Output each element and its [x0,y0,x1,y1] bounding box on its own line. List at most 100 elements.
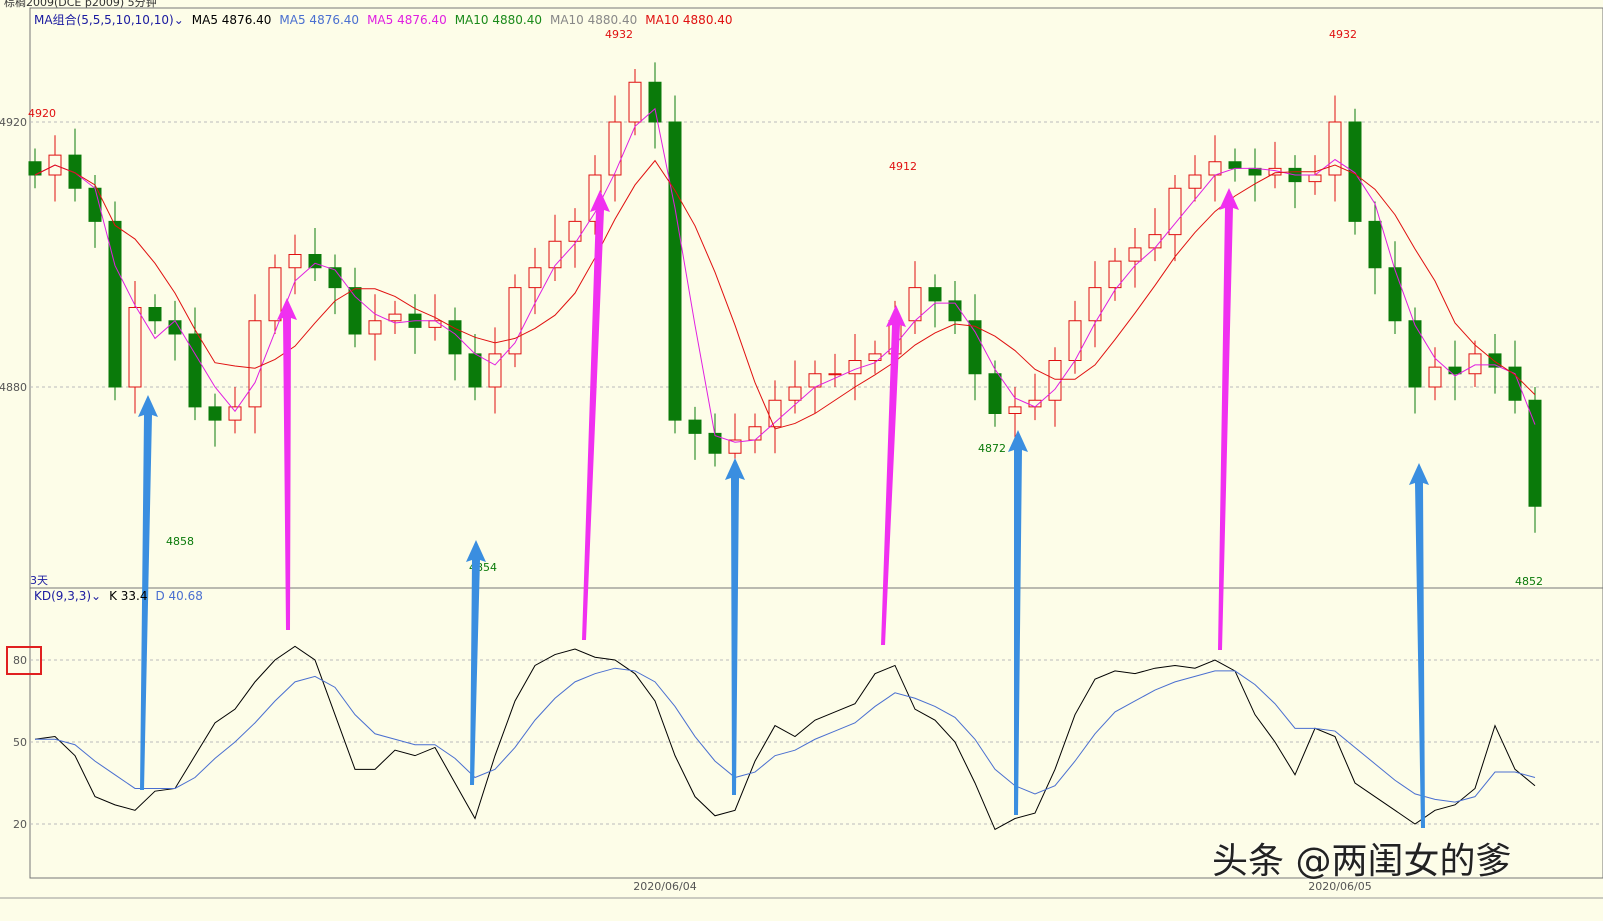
annotation-arrow [1218,188,1239,650]
d-value: D 40.68 [155,589,203,603]
price-annotation: 4932 [605,28,633,41]
annotation-arrow [277,298,297,630]
candle-body [1048,360,1062,401]
days-label: 3天 [30,574,48,587]
candle-body [548,240,562,269]
ma-value: MA5 4876.40 [367,13,447,27]
candle-body [508,287,522,355]
ma-value: MA10 4880.40 [454,13,542,27]
ma-value: MA10 4880.40 [645,13,733,27]
candle-body [1468,353,1482,375]
candle-body [308,254,322,269]
ma-value: MA5 4876.40 [191,13,272,27]
price-tick-label: 4920 [0,116,27,129]
candle-body [1128,247,1142,262]
candle-body [108,220,122,388]
d-line [35,667,1536,803]
candle-body [348,287,362,335]
candle-body [188,333,202,408]
candle-body [1188,174,1202,189]
kd-legend: KD(9,3,3)⌄ K 33.4 D 40.68 [34,589,211,603]
candle-body [988,373,1002,414]
candle-body [568,220,582,242]
annotation-arrow [881,305,906,645]
candle-body [828,373,842,376]
candle-body [1368,220,1382,269]
candle-body [928,287,942,302]
kd-tick-label: 20 [13,818,27,831]
candle-body [68,154,82,189]
x-tick-label: 2020/06/04 [633,880,696,893]
candle-body [1108,260,1122,289]
ma-legend: MA组合(5,5,5,10,10,10)⌄ MA5 4876.40 MA5 4876… [34,11,741,28]
candle-body [1508,366,1522,401]
candle-body [528,267,542,289]
candle-body [368,320,382,335]
candle-body [148,307,162,322]
annotation-arrow [1409,463,1429,828]
chart-title[interactable]: 棕榈2009(DCE p2009) 5分钟 [4,0,157,9]
candle-body [1248,167,1262,176]
candle-body [208,406,222,421]
price-annotation: 4858 [166,535,194,548]
ma-combo-selector[interactable]: MA组合(5,5,5,10,10,10)⌄ [34,13,184,27]
candle-body [1408,320,1422,388]
candle-body [468,353,482,388]
candle-body [1068,320,1082,361]
candle-body [968,320,982,375]
candle-body [1148,234,1162,249]
kd-selector[interactable]: KD(9,3,3)⌄ [34,589,102,603]
candle-body [668,121,682,421]
plot-frame [29,7,1603,879]
price-tick-label: 4880 [0,381,27,394]
candle-body [688,419,702,434]
annotation-arrow [466,540,486,785]
candle-body [728,439,742,454]
watermark: 头条 @两闺女的爹 [1212,841,1512,882]
candle-body [1208,161,1222,176]
annotation-arrow [1008,430,1028,815]
candle-body [448,320,462,355]
candle-body [1528,399,1542,507]
k-value: K 33.4 [109,589,148,603]
candle-body [1308,174,1322,183]
annotation-arrow [725,458,745,795]
candle-body [288,254,302,269]
candle-body [948,300,962,322]
candle-body [1088,287,1102,322]
candle-body [708,432,722,454]
candle-body [1428,366,1442,388]
candle-body [248,320,262,408]
candle-body [748,426,762,441]
candle-body [788,386,802,401]
candle-body [648,81,662,123]
annotation-arrow [138,395,158,790]
price-annotation: 4932 [1329,28,1357,41]
candle-body [488,353,502,388]
candle-body [388,313,402,322]
candle-body [908,287,922,322]
candle-body [1008,406,1022,414]
highlight-box [6,646,42,675]
price-annotation: 4912 [889,160,917,173]
annotation-arrow [582,190,610,640]
candle-body [1228,161,1242,169]
ma-value: MA10 4880.40 [549,13,638,27]
x-tick-label: 2020/06/05 [1308,880,1371,893]
price-annotation: 4852 [1515,575,1543,588]
ma-value: MA5 4876.40 [279,13,360,27]
candle-body [268,267,282,322]
candle-body [628,81,642,123]
candle-body [128,307,142,388]
candle-body [228,406,242,421]
candle-body [1388,267,1402,322]
price-annotation: 4920 [28,107,56,120]
candle-body [1168,187,1182,236]
candle-body [608,121,622,176]
price-annotation: 4872 [978,442,1006,455]
kd-tick-label: 50 [13,736,27,749]
kd-tick-label: 80 [13,654,27,667]
k-line [34,645,1536,831]
candle-body [848,360,862,375]
